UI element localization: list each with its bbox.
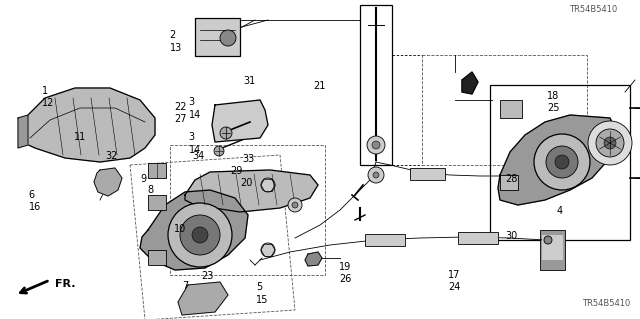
Circle shape bbox=[261, 243, 275, 257]
Circle shape bbox=[588, 121, 632, 165]
Text: 22
27: 22 27 bbox=[175, 102, 188, 124]
Circle shape bbox=[367, 136, 385, 154]
Text: 23: 23 bbox=[202, 271, 214, 281]
Polygon shape bbox=[305, 252, 322, 266]
Text: 8: 8 bbox=[147, 185, 154, 195]
Text: 33: 33 bbox=[242, 154, 254, 165]
Circle shape bbox=[292, 202, 298, 208]
Text: FR.: FR. bbox=[55, 279, 76, 289]
Text: 4: 4 bbox=[557, 205, 563, 216]
Circle shape bbox=[596, 129, 624, 157]
Text: 9: 9 bbox=[141, 174, 147, 184]
Circle shape bbox=[534, 134, 590, 190]
Text: 10: 10 bbox=[174, 224, 186, 234]
Circle shape bbox=[180, 215, 220, 255]
Circle shape bbox=[544, 236, 552, 244]
Text: 31: 31 bbox=[243, 76, 255, 86]
Bar bbox=[458, 232, 498, 244]
Polygon shape bbox=[498, 115, 618, 205]
Text: TR54B5410: TR54B5410 bbox=[570, 5, 618, 14]
Text: 3
14: 3 14 bbox=[189, 97, 201, 120]
Text: 2
13: 2 13 bbox=[170, 30, 182, 53]
Polygon shape bbox=[94, 168, 122, 196]
Text: 28: 28 bbox=[506, 174, 518, 184]
Bar bbox=[360, 5, 392, 165]
Text: 30: 30 bbox=[506, 231, 518, 241]
Text: 34: 34 bbox=[192, 151, 204, 161]
Circle shape bbox=[168, 203, 232, 267]
Circle shape bbox=[368, 167, 384, 183]
Circle shape bbox=[555, 155, 569, 169]
Circle shape bbox=[220, 30, 236, 46]
Bar bbox=[490, 85, 630, 240]
Text: 1
12: 1 12 bbox=[42, 86, 54, 108]
Text: 17
24: 17 24 bbox=[448, 270, 460, 292]
Circle shape bbox=[288, 198, 302, 212]
Bar bbox=[148, 163, 166, 178]
Circle shape bbox=[372, 141, 380, 149]
Text: 6
16: 6 16 bbox=[29, 190, 41, 212]
Polygon shape bbox=[185, 170, 318, 212]
Bar bbox=[170, 145, 325, 275]
Bar bbox=[195, 18, 240, 56]
Circle shape bbox=[261, 178, 275, 192]
Bar bbox=[540, 230, 565, 270]
Text: 11: 11 bbox=[74, 132, 86, 142]
Bar bbox=[148, 250, 166, 265]
Text: 3
14: 3 14 bbox=[189, 132, 201, 155]
Polygon shape bbox=[178, 282, 228, 315]
Text: 18
25: 18 25 bbox=[547, 91, 560, 113]
Polygon shape bbox=[140, 190, 248, 270]
Text: TR54B5410: TR54B5410 bbox=[582, 299, 630, 308]
Polygon shape bbox=[462, 72, 478, 94]
Bar bbox=[365, 234, 405, 246]
Text: 32: 32 bbox=[106, 151, 118, 161]
Circle shape bbox=[192, 227, 208, 243]
Circle shape bbox=[604, 137, 616, 149]
Bar bbox=[500, 175, 518, 190]
Bar bbox=[500, 100, 522, 118]
Text: 19
26: 19 26 bbox=[339, 262, 351, 284]
Circle shape bbox=[214, 146, 224, 156]
Bar bbox=[410, 168, 445, 180]
Bar bbox=[542, 235, 563, 260]
Text: 29: 29 bbox=[230, 166, 243, 176]
Text: 21: 21 bbox=[314, 81, 326, 91]
Text: 7: 7 bbox=[182, 280, 189, 291]
Bar bbox=[422, 55, 587, 165]
Polygon shape bbox=[212, 100, 268, 142]
Circle shape bbox=[220, 127, 232, 139]
Text: 20: 20 bbox=[240, 178, 252, 189]
Text: 5
15: 5 15 bbox=[256, 282, 268, 305]
Polygon shape bbox=[20, 88, 155, 162]
Circle shape bbox=[373, 172, 379, 178]
Bar bbox=[148, 195, 166, 210]
Polygon shape bbox=[18, 115, 28, 148]
Circle shape bbox=[546, 146, 578, 178]
